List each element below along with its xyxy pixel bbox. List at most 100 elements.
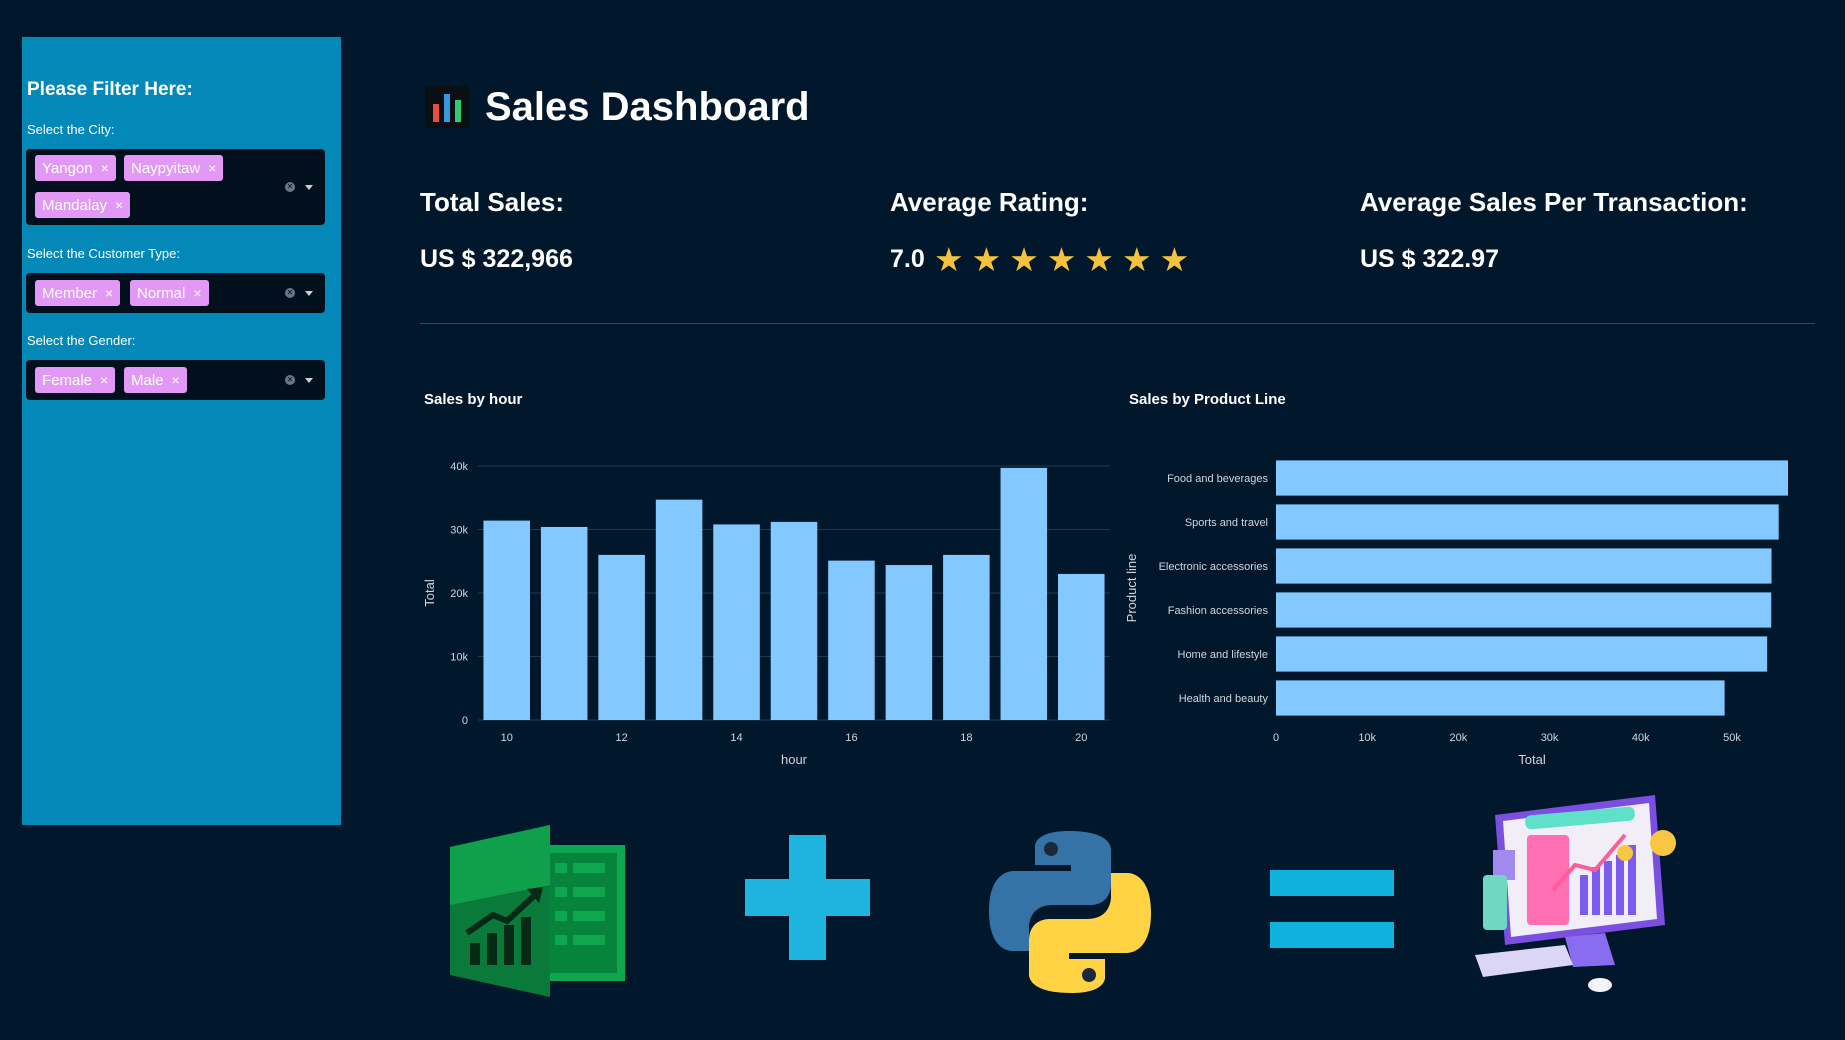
x-tick-label: 14 [730,732,742,744]
x-tick-label: 50k [1723,732,1741,744]
star-icon: ★ [1084,241,1114,278]
x-tick-label: 18 [960,732,972,744]
bar [1276,460,1788,496]
y-tick-label: Food and beverages [1167,473,1268,485]
avg-sale-value: US $ 322.97 [1360,245,1499,273]
customer-type-tag[interactable]: Normal × [130,280,209,306]
bar [1276,680,1725,716]
bar [1000,467,1048,720]
avg-rating-value: 7.0 [890,245,925,273]
bar [885,565,933,720]
total-sales-label: Total Sales: [420,187,565,217]
product-chart-title: Sales by Product Line [1129,391,1286,408]
x-axis-title: hour [781,752,808,767]
bar [540,526,588,720]
chevron-down-icon[interactable] [305,378,313,383]
remove-tag-icon[interactable]: × [100,372,109,388]
bar [1276,636,1768,672]
x-tick-label: 0 [1273,732,1279,744]
star-icon: ★ [1122,241,1152,278]
customer-type-tag[interactable]: Member × [35,280,121,306]
x-tick-label: 10k [1358,732,1376,744]
y-tick-label: Home and lifestyle [1178,649,1269,661]
sidebar: Please Filter Here: Select the City: Yan… [22,37,341,825]
star-icon: ★ [1009,241,1039,278]
remove-tag-icon[interactable]: × [171,372,180,388]
x-axis-title: Total [1518,752,1546,767]
bar [770,521,818,720]
gender-tag[interactable]: Female × [35,367,116,393]
y-tick-label: Health and beauty [1179,693,1269,705]
customer-type-multiselect[interactable]: Member × Normal × ✕ [26,273,325,313]
x-tick-label: 40k [1632,732,1650,744]
x-tick-label: 20k [1450,732,1468,744]
y-tick-label: 30k [450,525,468,537]
remove-tag-icon[interactable]: × [115,197,124,213]
city-label: Select the City: [27,122,115,137]
bar [1276,592,1772,628]
multiselect-controls: ✕ [285,180,313,194]
city-tag[interactable]: Naypyitaw × [124,155,224,181]
gender-multiselect[interactable]: Female × Male × ✕ [26,360,325,400]
bar [598,554,645,720]
x-tick-label: 16 [845,732,857,744]
multiselect-controls: ✕ [285,373,313,387]
customer-type-label: Select the Customer Type: [27,246,180,261]
y-tick-label: 10k [450,652,468,664]
y-tick-label: Fashion accessories [1168,605,1269,617]
star-icon: ★ [1159,241,1190,278]
total-sales-value: US $ 322,966 [420,245,573,273]
y-axis-title: Total [422,579,437,607]
bar [713,524,760,720]
remove-tag-icon[interactable]: × [208,160,217,176]
star-icon: ★ [1046,241,1077,278]
x-tick-label: 30k [1541,732,1559,744]
bar-chart-icon [425,86,469,128]
excel-logo [450,825,625,997]
y-tick-label: 0 [462,715,468,727]
city-tag[interactable]: Yangon × [35,155,116,181]
bar [943,554,990,720]
y-tick-label: 40k [450,461,468,473]
city-multiselect[interactable]: Yangon × Naypyitaw × Mandalay × ✕ [26,149,325,225]
bar [1276,548,1772,584]
avg-rating-label: Average Rating: [890,187,1089,217]
remove-tag-icon[interactable]: × [100,160,109,176]
remove-tag-icon[interactable]: × [193,285,202,301]
bar [828,560,875,720]
dashboard-illustration [1475,795,1676,992]
bar [483,520,530,720]
sidebar-title: Please Filter Here: [27,79,193,100]
clear-all-icon[interactable]: ✕ [285,375,295,385]
gender-label: Select the Gender: [27,333,136,348]
avg-sale-label: Average Sales Per Transaction: [1360,187,1748,217]
page-title: Sales Dashboard [485,85,810,129]
hour-chart-title: Sales by hour [424,391,523,408]
sales-by-product-line-chart: Food and beverages Sports and travel Elect… [1124,460,1788,767]
divider [420,323,1815,324]
star-icon: ★ [934,241,964,278]
plus-sign [745,835,870,960]
y-axis-title: Product line [1124,554,1139,623]
bar [1058,573,1105,720]
equals-sign [1270,870,1394,948]
chevron-down-icon[interactable] [305,185,313,190]
clear-all-icon[interactable]: ✕ [285,288,295,298]
y-tick-label: 20k [450,588,468,600]
python-logo [989,831,1151,993]
sales-by-hour-chart: 0 10k 20k 30k 40k 10 12 14 16 18 20 hour Total [422,461,1110,767]
star-icon: ★ [971,241,1002,278]
y-tick-label: Electronic accessories [1159,561,1269,573]
x-tick-label: 20 [1075,732,1087,744]
x-tick-label: 10 [501,732,513,744]
city-tag[interactable]: Mandalay × [35,192,131,218]
clear-all-icon[interactable]: ✕ [285,182,295,192]
remove-tag-icon[interactable]: × [105,285,114,301]
gender-tag[interactable]: Male × [124,367,187,393]
chevron-down-icon[interactable] [305,291,313,296]
multiselect-controls: ✕ [285,286,313,300]
bar [655,499,703,720]
y-tick-label: Sports and travel [1185,517,1268,529]
x-tick-label: 12 [616,732,628,744]
bar [1276,504,1779,540]
